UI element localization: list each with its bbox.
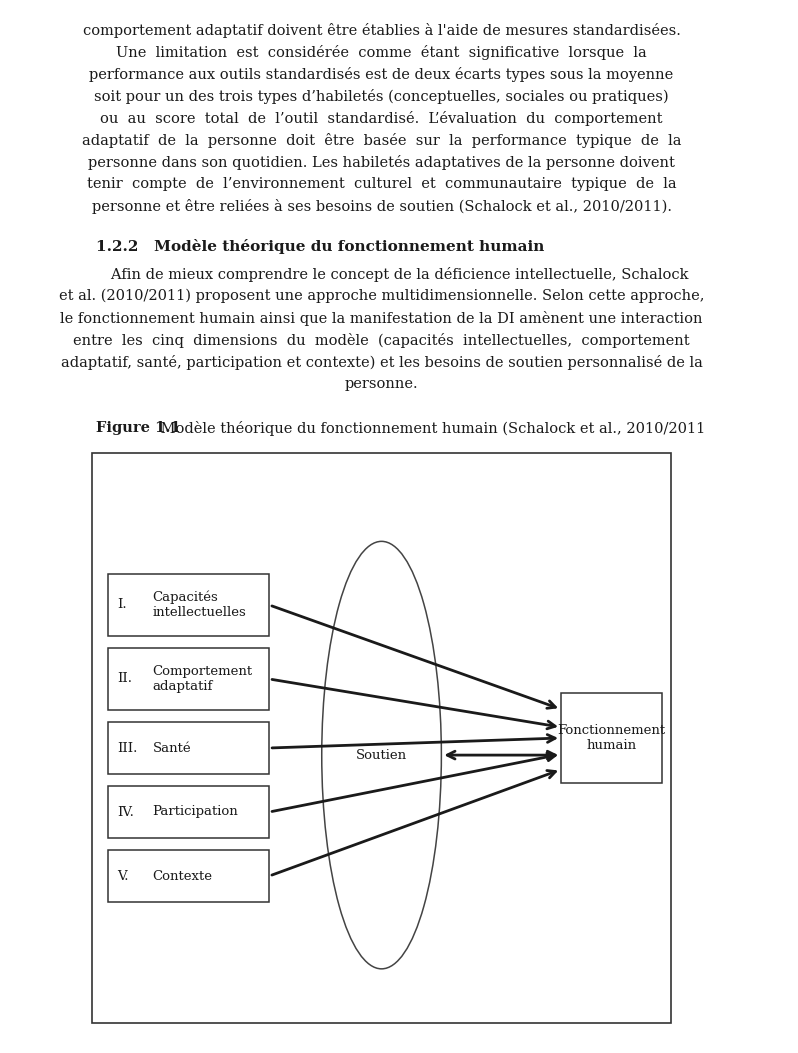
Text: Afin de mieux comprendre le concept de la déficience intellectuelle, Schalock: Afin de mieux comprendre le concept de l… [74,267,689,282]
FancyBboxPatch shape [109,850,269,902]
Text: Figure 1.1: Figure 1.1 [97,421,181,435]
Text: 1.2.2   Modèle théorique du fonctionnement humain: 1.2.2 Modèle théorique du fonctionnement… [97,239,545,254]
Text: Soutien: Soutien [356,749,407,761]
Text: entre  les  cinq  dimensions  du  modèle  (capacités  intellectuelles,  comporte: entre les cinq dimensions du modèle (cap… [73,333,690,347]
Text: ou  au  score  total  de  l’outil  standardisé.  L’évaluation  du  comportement: ou au score total de l’outil standardisé… [101,111,663,126]
Text: adaptatif, santé, participation et contexte) et les besoins de soutien personnal: adaptatif, santé, participation et conte… [61,355,702,370]
Text: Capacités
intellectuelles: Capacités intellectuelles [152,591,246,619]
Text: le fonctionnement humain ainsi que la manifestation de la DI amènent une interac: le fonctionnement humain ainsi que la ma… [61,311,703,326]
Text: adaptatif  de  la  personne  doit  être  basée  sur  la  performance  typique  d: adaptatif de la personne doit être basée… [82,133,681,148]
Text: et al. (2010/2011) proposent une approche multidimensionnelle. Selon cette appro: et al. (2010/2011) proposent une approch… [59,289,705,303]
Text: Contexte: Contexte [152,870,212,882]
Text: V.: V. [117,870,129,882]
FancyBboxPatch shape [109,574,269,636]
Text: soit pour un des trois types d’habiletés (conceptuelles, sociales ou pratiques): soit pour un des trois types d’habiletés… [94,90,669,104]
Text: Fonctionnement
humain: Fonctionnement humain [558,724,666,752]
Text: I.: I. [117,598,127,612]
Text: Comportement
adaptatif: Comportement adaptatif [152,665,252,693]
Text: Une  limitation  est  considérée  comme  étant  significative  lorsque  la: Une limitation est considérée comme étan… [117,45,647,60]
FancyBboxPatch shape [109,786,269,838]
FancyBboxPatch shape [92,453,671,1024]
Text: Participation: Participation [152,806,238,818]
Text: personne.: personne. [345,377,418,391]
Text: personne et être reliées à ses besoins de soutien (Schalock et al., 2010/2011).: personne et être reliées à ses besoins d… [92,199,672,214]
Text: comportement adaptatif doivent être établies à l'aide de mesures standardisées.: comportement adaptatif doivent être étab… [83,23,681,38]
FancyBboxPatch shape [109,722,269,774]
Text: Santé: Santé [152,741,191,755]
Text: tenir  compte  de  l’environnement  culturel  et  communautaire  typique  de  la: tenir compte de l’environnement culturel… [87,177,677,191]
Text: III.: III. [117,741,138,755]
Text: IV.: IV. [117,806,134,818]
FancyBboxPatch shape [561,693,662,783]
Text: personne dans son quotidien. Les habiletés adaptatives de la personne doivent: personne dans son quotidien. Les habilet… [88,155,675,170]
Text: II.: II. [117,673,132,686]
FancyBboxPatch shape [109,648,269,710]
Text: performance aux outils standardisés est de deux écarts types sous la moyenne: performance aux outils standardisés est … [89,67,674,82]
Text: Modèle théorique du fonctionnement humain (Schalock et al., 2010/2011: Modèle théorique du fonctionnement humai… [156,421,705,436]
